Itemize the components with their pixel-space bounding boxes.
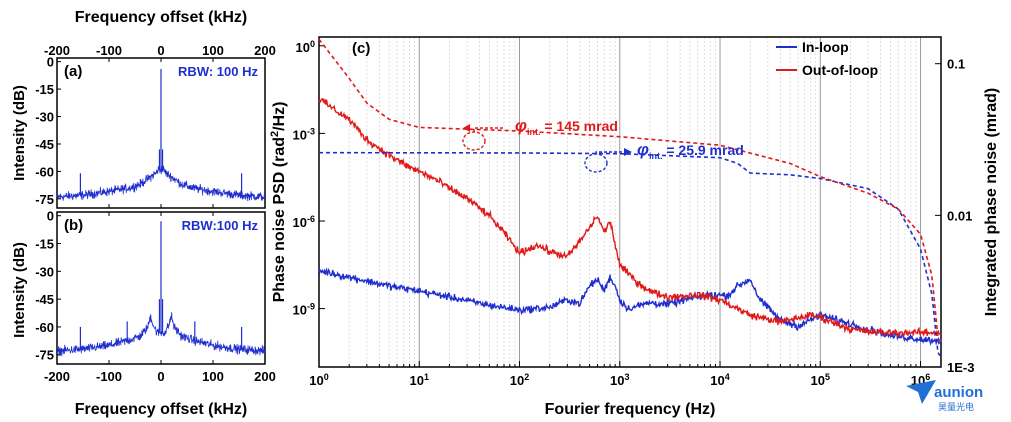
- xtick-label: -200: [44, 43, 70, 58]
- xtick-label: 200: [254, 369, 276, 384]
- panel-a-ticks: 0 -15 -30 -45 -60 -75 -200 -100 0 100 200: [35, 43, 276, 208]
- panel-c: (c) Phase noise PSD (rad2/Hz) Integrated…: [269, 36, 1000, 418]
- logo-brand-text: aunion: [934, 384, 983, 401]
- ytick-label: 100: [296, 39, 315, 55]
- logo-subtitle-text: 昊量光电: [938, 401, 974, 413]
- panel-a: Frequency offset (kHz) (a) RBW: 100 Hz I…: [11, 9, 276, 209]
- xtick-label: 100: [202, 369, 224, 384]
- xtick-label: 100: [202, 43, 224, 58]
- xtick-label: 100: [309, 372, 328, 388]
- top-xaxis-title: Frequency offset (kHz): [75, 9, 247, 26]
- panel-c-y2label: Integrated phase noise (mrad): [983, 88, 1000, 317]
- phi-sub: int.: [649, 151, 663, 161]
- panel-b-label: (b): [64, 217, 83, 234]
- xtick-label: 103: [610, 372, 629, 388]
- bottom-xaxis-title: Frequency offset (kHz): [75, 401, 247, 418]
- annot-arrow-out-of-loop: [463, 124, 470, 132]
- brand-logo: aunion 昊量光电: [906, 380, 983, 413]
- xtick-label: 0: [157, 369, 164, 384]
- ylabel-tail: /Hz): [271, 102, 288, 131]
- panel-c-grid: [318, 37, 922, 367]
- xtick-label: 105: [811, 372, 830, 388]
- panel-c-plot: [318, 38, 942, 356]
- integrated-line-in-loop: [319, 151, 941, 356]
- panel-b-plot: [56, 221, 266, 357]
- panel-c-xlabel: Fourier frequency (Hz): [545, 401, 716, 418]
- ytick-label: -30: [35, 110, 54, 125]
- ytick-label: 10-9: [293, 302, 315, 318]
- annot-text-in-loop: φint. = 25.9 mrad: [637, 140, 744, 161]
- logo-mark: [906, 380, 936, 404]
- legend-label-out-of-loop: Out-of-loop: [802, 62, 878, 78]
- y2tick-label: 1E-3: [947, 360, 974, 375]
- xtick-label: 104: [710, 372, 729, 388]
- xtick-label: 101: [410, 372, 429, 388]
- panel-b-ticks: 0 -15 -30 -45 -60 -75 -200 -100 0 100 200: [35, 209, 276, 384]
- psd-line-in-loop: [318, 267, 942, 346]
- ytick-label: 10-3: [293, 126, 315, 142]
- phi-symbol: φ: [637, 140, 649, 159]
- integrated-line-out-of-loop: [318, 38, 941, 342]
- xtick-label: 102: [510, 372, 529, 388]
- phi-sub: int.: [527, 127, 541, 137]
- annotations: φint. = 145 mrad φint. = 25.9 mrad: [462, 116, 744, 173]
- xtick-label: -100: [96, 43, 122, 58]
- phi-value: = 145 mrad: [540, 118, 617, 134]
- xtick-label: 200: [254, 43, 276, 58]
- panel-c-ticks: 100 101 102 103 104 105 10610010-310-610-90.10…: [293, 39, 975, 388]
- ylabel-main: Phase noise PSD (rad: [271, 137, 288, 302]
- ytick-label: -60: [35, 320, 54, 335]
- y2tick-label: 0.1: [947, 57, 965, 72]
- panel-a-plot: [56, 68, 266, 202]
- ytick-label: -15: [35, 82, 54, 97]
- psd-line-out-of-loop: [318, 97, 942, 339]
- panel-c-ylabel: Phase noise PSD (rad2/Hz): [269, 102, 288, 303]
- ytick-label: -75: [35, 348, 54, 363]
- annot-circle-out-of-loop: [462, 131, 486, 151]
- panel-b: (b) RBW:100 Hz Intensity (dB) Frequency …: [11, 209, 276, 418]
- annot-leader-out-of-loop: [473, 127, 504, 132]
- ytick-label: -45: [35, 137, 54, 152]
- annot-text-out-of-loop: φint. = 145 mrad: [515, 116, 618, 137]
- annot-circle-in-loop: [584, 153, 608, 173]
- phi-symbol: φ: [515, 116, 527, 135]
- xtick-label: -100: [96, 369, 122, 384]
- panel-c-frame: [318, 36, 942, 368]
- ytick-label: -30: [35, 264, 54, 279]
- ytick-label: 0: [47, 209, 54, 224]
- ytick-label: -60: [35, 164, 54, 179]
- ytick-label: -45: [35, 292, 54, 307]
- ytick-label: -75: [35, 192, 54, 207]
- xtick-label: -200: [44, 369, 70, 384]
- legend: In-loop Out-of-loop: [776, 39, 878, 78]
- panel-b-rbw: RBW:100 Hz: [182, 218, 259, 233]
- ytick-label: 0: [47, 55, 54, 70]
- annot-leader-in-loop: [595, 151, 622, 154]
- panel-b-ylabel: Intensity (dB): [11, 242, 28, 338]
- ytick-label: 10-6: [293, 214, 315, 230]
- panel-c-label: (c): [352, 40, 370, 57]
- panel-a-rbw: RBW: 100 Hz: [178, 64, 258, 79]
- legend-label-in-loop: In-loop: [802, 39, 849, 55]
- panel-a-ylabel: Intensity (dB): [11, 85, 28, 181]
- spectrum-trace: [56, 165, 266, 202]
- annot-arrow-in-loop: [624, 148, 632, 156]
- ytick-label: -15: [35, 237, 54, 252]
- y2tick-label: 0.01: [947, 208, 972, 223]
- ylabel-sup: 2: [269, 131, 281, 137]
- panel-a-label: (a): [64, 63, 82, 80]
- phi-value: = 25.9 mrad: [662, 142, 743, 158]
- xtick-label: 0: [157, 43, 164, 58]
